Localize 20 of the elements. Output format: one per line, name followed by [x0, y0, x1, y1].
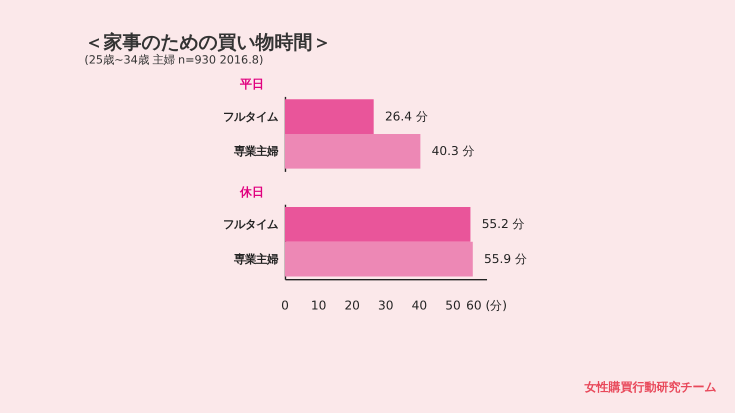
chart-title: 平日	[239, 77, 264, 91]
data-label: 26.4 分	[384, 109, 428, 124]
x-tick-label: 60 (分)	[466, 298, 507, 312]
x-tick-label: 10	[310, 298, 326, 312]
x-tick-label: 40	[412, 298, 428, 312]
x-tick-label: 20	[344, 298, 360, 312]
y-tick-label: フルタイム	[222, 218, 278, 232]
data-label: 55.9 分	[484, 252, 528, 266]
x-tick-label: 50	[445, 298, 461, 312]
data-label: 55.2 分	[482, 217, 525, 232]
x-tick-label: 30	[378, 298, 394, 312]
x-tick-label: 0	[281, 298, 289, 312]
text: ＜家事のための買い物時間＞	[84, 32, 332, 54]
data-label: 40.3 分	[432, 144, 475, 158]
y-tick-label: フルタイム	[222, 110, 278, 124]
chart-title: 休日	[239, 184, 264, 199]
text: 女性購買行動研究チーム	[583, 380, 716, 394]
text: (25歳~34歳 主婦 n=930 2016.8)	[84, 54, 264, 67]
y-tick-label: 専業主婦	[232, 252, 278, 266]
y-tick-label: 専業主婦	[232, 145, 278, 158]
